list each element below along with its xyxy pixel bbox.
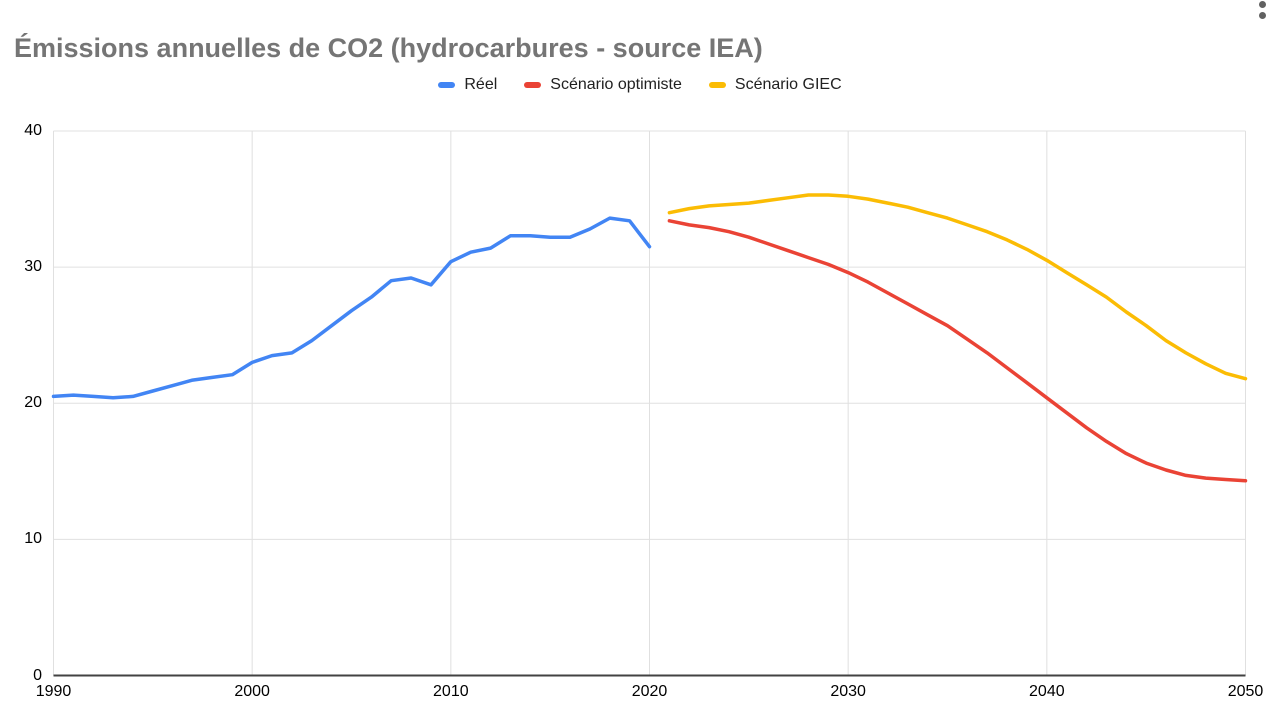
legend-label: Scénario GIEC — [734, 76, 842, 93]
legend-item-scenario-giec: Scénario GIEC — [708, 76, 842, 94]
y-axis-tick-label: 20 — [24, 394, 42, 412]
x-axis-tick-label: 2000 — [234, 683, 270, 700]
series-line-2 — [667, 193, 1248, 381]
x-axis-tick-label: 2030 — [830, 683, 866, 700]
y-axis-tick-label: 0 — [33, 666, 42, 684]
x-axis-tick-label: 2040 — [1029, 683, 1065, 700]
legend-swatch — [438, 82, 456, 88]
series-line-0 — [51, 216, 652, 400]
y-axis-tick-label: 40 — [24, 122, 42, 139]
chart-legend: Réel Scénario optimiste Scénario GIEC — [0, 74, 1280, 96]
x-axis-tick-label: 1990 — [35, 683, 72, 700]
menu-dot — [1259, 12, 1266, 19]
menu-dot — [1259, 1, 1266, 8]
legend-item-scenario-optimiste: Scénario optimiste — [524, 76, 682, 94]
x-axis-tick-label: 2010 — [433, 683, 469, 700]
legend-label: Réel — [464, 76, 498, 93]
series-line-1 — [667, 219, 1248, 483]
legend-swatch — [708, 82, 726, 88]
y-axis-tick-label: 30 — [24, 258, 42, 276]
y-axis-tick-label: 10 — [24, 530, 42, 548]
legend-label: Scénario optimiste — [550, 76, 682, 93]
legend-swatch — [524, 82, 542, 88]
legend-item-reel: Réel — [438, 76, 497, 94]
chart-title: Émissions annuelles de CO2 (hydrocarbure… — [14, 33, 763, 64]
x-axis-tick-label: 2020 — [631, 683, 668, 700]
chart-options-menu-icon[interactable] — [1256, 0, 1270, 26]
x-axis-tick-label: 2050 — [1227, 683, 1264, 700]
